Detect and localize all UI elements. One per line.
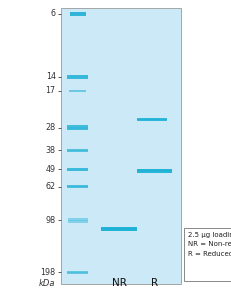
Bar [69,12,85,16]
Bar [67,127,88,129]
Bar [68,220,87,221]
Bar [136,118,166,121]
Text: 49: 49 [45,165,55,174]
Text: R: R [150,278,157,288]
Bar [136,169,171,172]
Bar [68,218,87,223]
Text: NR: NR [112,278,126,288]
Bar [67,76,88,77]
Bar [67,271,88,274]
Bar [67,186,88,187]
Bar [67,150,88,151]
Bar [67,149,88,152]
Bar [136,170,171,171]
Text: 38: 38 [46,146,55,155]
Text: kDa: kDa [39,279,55,288]
Bar [67,125,88,130]
Bar [67,168,88,171]
Text: 198: 198 [40,268,55,277]
Bar [101,227,137,231]
Bar [67,185,88,188]
Text: 28: 28 [45,123,55,132]
Text: 62: 62 [45,182,55,191]
Bar [61,8,180,284]
Text: 2.5 μg loading
NR = Non-reduced
R = Reduced: 2.5 μg loading NR = Non-reduced R = Redu… [187,232,231,256]
Text: 17: 17 [45,86,55,95]
Bar [184,228,231,280]
Bar [67,75,88,79]
Text: 14: 14 [46,72,55,81]
Bar [101,228,137,230]
Bar [69,13,85,15]
Bar [67,169,88,170]
Bar [69,90,86,92]
Text: 6: 6 [50,9,55,18]
Bar [67,272,88,273]
Text: 98: 98 [45,216,55,225]
Bar [136,119,166,120]
Bar [69,91,86,92]
